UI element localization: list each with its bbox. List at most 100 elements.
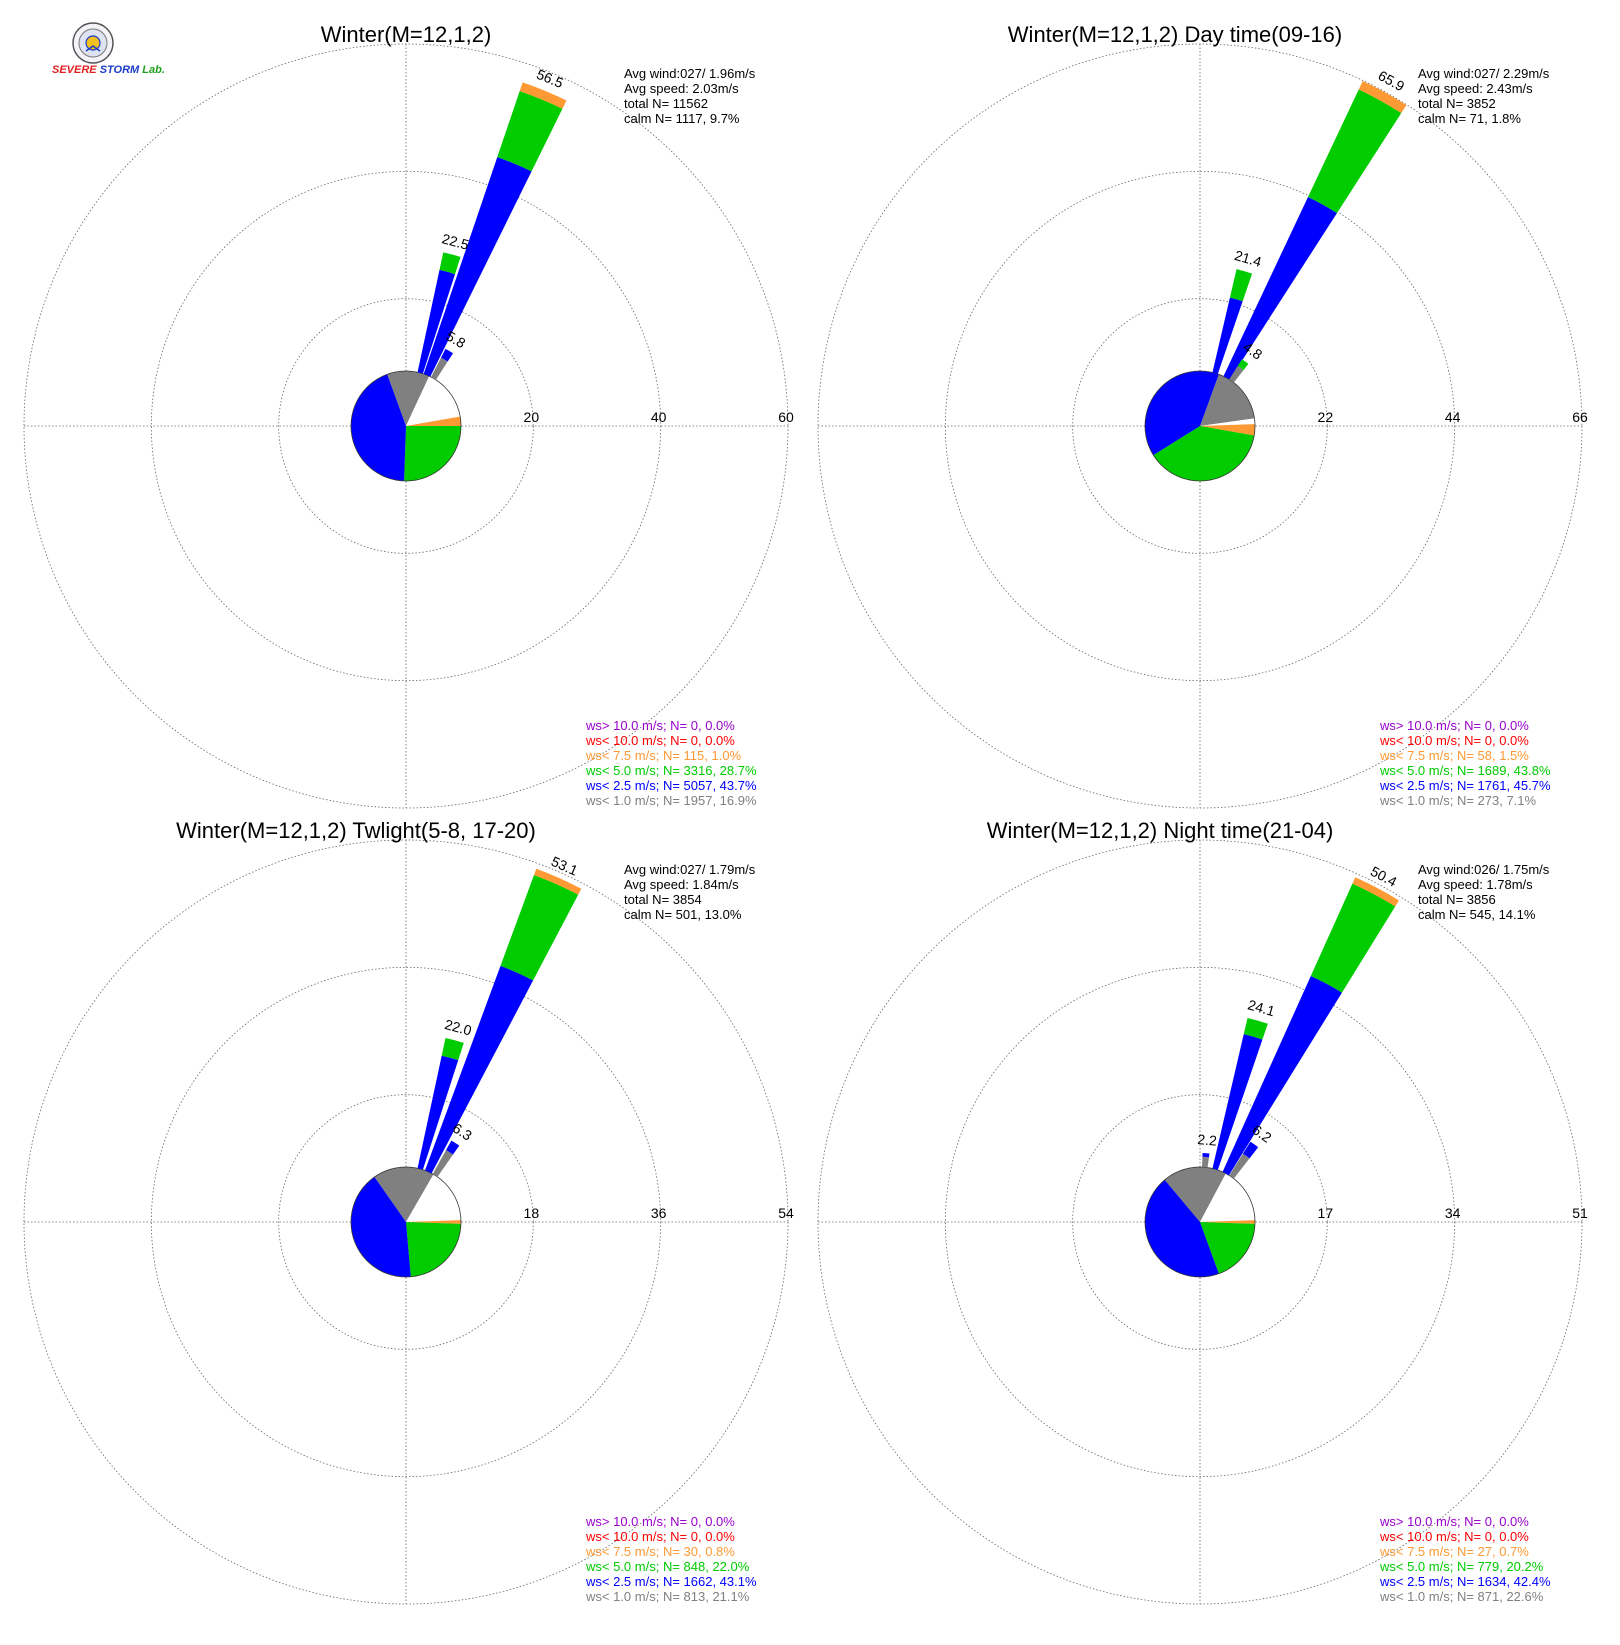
spoke-1-blue (1222, 976, 1342, 1176)
pie-outline (350, 370, 462, 482)
pie-slice-orange (1200, 1220, 1255, 1224)
ring-1 (278, 298, 534, 554)
ring-label-1: 22 (1318, 409, 1334, 425)
legend-row-red: ws< 10.0 m/s; N= 0, 0.0% (585, 1529, 735, 1544)
spoke-3-gray (1229, 1153, 1250, 1179)
pie-slice-gray (1164, 1166, 1226, 1222)
legend-row-gray: ws< 1.0 m/s; N= 813, 21.1% (585, 1589, 750, 1604)
ring-label-1: 17 (1318, 1205, 1334, 1221)
spoke-3-green (1237, 359, 1249, 371)
stats-line-3: total N= 11562 (624, 96, 708, 111)
spoke-3-blue (1242, 1141, 1259, 1159)
stats-line-1: Avg wind:026/ 1.75m/s (1418, 862, 1550, 877)
spoke-2-blue (417, 1055, 459, 1170)
panel-title: Winter(M=12,1,2) Day time(09-16) (1008, 22, 1342, 47)
legend-row-green: ws< 5.0 m/s; N= 779, 20.2% (1379, 1559, 1544, 1574)
spoke-label-2: 21.4 (1233, 247, 1264, 270)
stats-line-1: Avg wind:027/ 1.96m/s (624, 66, 756, 81)
pie-slice-blue (1145, 1179, 1219, 1277)
spoke-1-blue (423, 157, 532, 377)
logo-storm: STORM (99, 64, 140, 76)
ring-2 (150, 170, 662, 682)
legend-row-red: ws< 10.0 m/s; N= 0, 0.0% (1379, 1529, 1529, 1544)
stats-line-1: Avg wind:027/ 2.29m/s (1418, 66, 1550, 81)
logo-wordmark: SEVERE STORM Lab. (52, 64, 165, 76)
ring-1 (278, 1094, 534, 1350)
spoke-1-green (1307, 89, 1402, 214)
stats-line-2: Avg speed: 2.43m/s (1418, 81, 1533, 96)
spoke-1-blue (1223, 197, 1337, 380)
legend-row-orange: ws< 7.5 m/s; N= 58, 1.5% (1379, 748, 1529, 763)
spoke-3-gray (431, 357, 448, 380)
legend-row-blue: ws< 2.5 m/s; N= 1634, 42.4% (1379, 1574, 1551, 1589)
ring-label-3: 54 (778, 1205, 794, 1221)
pie-slice-green (404, 426, 461, 481)
legend-row-orange: ws< 7.5 m/s; N= 30, 0.8% (585, 1544, 735, 1559)
pie-slice-green (1153, 426, 1255, 481)
stats-line-1: Avg wind:027/ 1.79m/s (624, 862, 756, 877)
spoke-3-gray (1229, 365, 1244, 383)
stats-line-4: calm N= 71, 1.8% (1418, 111, 1521, 126)
pie-outline (1144, 1166, 1256, 1278)
panel-title: Winter(M=12,1,2) Night time(21-04) (987, 818, 1334, 843)
spoke-2-green (439, 252, 461, 275)
panel-title: Winter(M=12,1,2) Twlight(5-8, 17-20) (176, 818, 536, 843)
legend-row-purple: ws> 10.0 m/s; N= 0, 0.0% (585, 718, 735, 733)
pie-slice-white (406, 376, 461, 426)
ring-label-2: 34 (1445, 1205, 1461, 1221)
legend-row-blue: ws< 2.5 m/s; N= 5057, 43.7% (585, 778, 757, 793)
spoke-1-green (497, 91, 563, 172)
spoke-label-2: 24.1 (1246, 996, 1277, 1019)
spoke-2-blue (1212, 297, 1243, 374)
stats-line-4: calm N= 1117, 9.7% (624, 111, 740, 126)
legend-row-gray: ws< 1.0 m/s; N= 1957, 16.9% (585, 793, 757, 808)
legend-row-blue: ws< 2.5 m/s; N= 1662, 43.1% (585, 1574, 757, 1589)
pie-slice-blue (1144, 370, 1219, 456)
legend-row-gray: ws< 1.0 m/s; N= 871, 22.6% (1379, 1589, 1544, 1604)
ring-label-2: 40 (651, 409, 667, 425)
spoke-label-1: 53.1 (549, 853, 581, 879)
spoke-4-blue (1202, 1152, 1210, 1158)
panel-title: Winter(M=12,1,2) (321, 22, 492, 47)
stats-line-3: total N= 3854 (624, 892, 702, 907)
pie-slice-white (1200, 1173, 1255, 1222)
ring-1 (1072, 298, 1328, 554)
spoke-4-gray (1202, 1156, 1209, 1168)
spoke-2-blue (417, 269, 456, 374)
ring-2 (944, 966, 1456, 1478)
logo-lab: Lab. (142, 64, 165, 76)
pie-slice-orange (1200, 424, 1255, 436)
spoke-label-1: 56.5 (534, 66, 565, 91)
stats-line-4: calm N= 545, 14.1% (1418, 907, 1536, 922)
stats-line-2: Avg speed: 2.03m/s (624, 81, 739, 96)
legend-row-green: ws< 5.0 m/s; N= 3316, 28.7% (585, 763, 757, 778)
pie-slice-blue (350, 374, 406, 481)
legend-row-red: ws< 10.0 m/s; N= 0, 0.0% (1379, 733, 1529, 748)
legend-row-blue: ws< 2.5 m/s; N= 1761, 45.7% (1379, 778, 1551, 793)
pie-slice-white (1200, 418, 1255, 426)
stats-line-3: total N= 3856 (1418, 892, 1496, 907)
pie-slice-gray (387, 371, 430, 426)
lab-logo: SEVERE STORM Lab. (52, 22, 165, 84)
ring-label-1: 20 (524, 409, 540, 425)
legend-row-orange: ws< 7.5 m/s; N= 27, 0.7% (1379, 1544, 1529, 1559)
spoke-3-blue (441, 348, 454, 362)
spoke-1-orange (534, 868, 582, 895)
stats-line-2: Avg speed: 1.78m/s (1418, 877, 1533, 892)
pie-slice-gray (1200, 374, 1255, 426)
ring-label-2: 36 (651, 1205, 667, 1221)
ring-label-3: 51 (1572, 1205, 1588, 1221)
pie-outline (1144, 370, 1256, 482)
spoke-1-orange (519, 82, 567, 109)
logo-severe: SEVERE (52, 64, 97, 76)
ring-label-2: 44 (1445, 409, 1461, 425)
legend-row-purple: ws> 10.0 m/s; N= 0, 0.0% (1379, 718, 1529, 733)
spoke-label-2: 22.5 (440, 230, 471, 253)
ring-2 (944, 170, 1456, 682)
legend-row-red: ws< 10.0 m/s; N= 0, 0.0% (585, 733, 735, 748)
spoke-label-4: 2.2 (1197, 1131, 1218, 1149)
